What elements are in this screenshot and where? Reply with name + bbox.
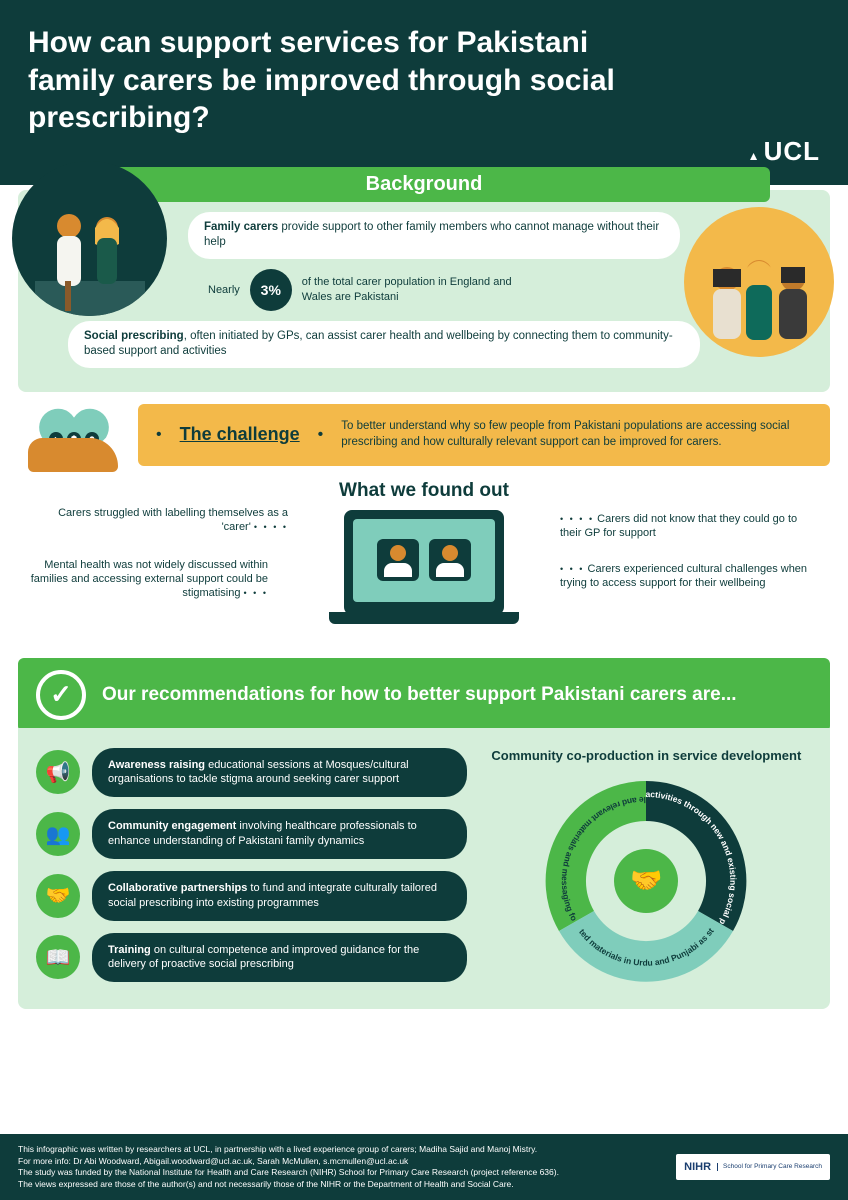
header: How can support services for Pakistani f… [0,0,848,185]
rec-pill: Training on cultural competence and impr… [92,933,467,983]
stat-circle: 3% [250,269,292,311]
finding-3: • • • • Carers did not know that they co… [560,512,800,541]
stat-row: Nearly 3% of the total carer population … [208,269,680,311]
pill1-bold: Family carers [204,221,278,233]
ucl-logo-text: UCL [764,136,820,167]
hand-heart-icon: ◐ ☗ ☻ [18,404,138,466]
dot-icon: • [156,426,162,444]
recommendations-header-text: Our recommendations for how to better su… [102,683,737,707]
page-title: How can support services for Pakistani f… [28,24,668,137]
ucl-dome-icon: ▲ [748,149,760,163]
findings-title: What we found out [28,480,820,502]
background-section: Background [18,167,830,392]
nihr-logo-text: NIHR [684,1160,711,1175]
rec-pill: Community engagement involving healthcar… [92,809,467,859]
family-illustration-right [684,207,834,357]
rec-item: 📖 Training on cultural competence and im… [36,933,467,983]
coproduction-panel: Community co-production in service devel… [481,748,812,991]
challenge-text: To better understand why so few people f… [341,419,812,450]
rec-item: 🤝 Collaborative partnerships to fund and… [36,871,467,921]
background-banner: Background [78,167,770,202]
finding-2: Mental health was not widely discussed w… [18,558,268,601]
people-icon: 👥 [36,812,80,856]
ucl-logo: ▲ UCL [748,136,820,167]
rec-item: 👥 Community engagement involving healthc… [36,809,467,859]
footer-text: This infographic was written by research… [18,1144,662,1190]
finding-1: Carers struggled with labelling themselv… [58,506,288,535]
book-icon: 📖 [36,935,80,979]
rec-pill: Collaborative partnerships to fund and i… [92,871,467,921]
challenge-section: ◐ ☗ ☻ • The challenge • To better unders… [18,404,830,466]
findings-section: What we found out Carers struggled with … [18,480,830,650]
nihr-sub-text: School for Primary Care Research [717,1163,822,1170]
background-pill-3: Social prescribing, often initiated by G… [68,321,700,368]
donut-chart: Culturally relatable and relevant materi… [536,771,756,991]
handshake-icon: 🤝 [36,874,80,918]
footer-line3: The study was funded by the National Ins… [18,1167,662,1178]
recommendations-list: 📢 Awareness raising educational sessions… [36,748,467,991]
nihr-badge: NIHR School for Primary Care Research [676,1154,830,1181]
recommendations-body: 📢 Awareness raising educational sessions… [18,728,830,1009]
carer-illustration-left [12,161,167,316]
stat-text: of the total carer population in England… [302,275,522,304]
background-pill-1: Family carers provide support to other f… [188,212,680,259]
rec-pill: Awareness raising educational sessions a… [92,748,467,798]
avatar-icon [429,539,471,581]
handshake-center-icon: 🤝 [614,849,678,913]
footer: This infographic was written by research… [0,1134,848,1200]
dot-icon: • [318,426,324,444]
coprod-title: Community co-production in service devel… [491,748,801,763]
challenge-label: The challenge [180,424,300,445]
footer-line2: For more info: Dr Abi Woodward, Abigail.… [18,1156,662,1167]
recommendations-header: ✓ Our recommendations for how to better … [18,658,830,732]
rec-item: 📢 Awareness raising educational sessions… [36,748,467,798]
finding-4: • • • Carers experienced cultural challe… [560,562,810,591]
challenge-box: • The challenge • To better understand w… [138,404,830,466]
laptop-icon [344,510,504,615]
avatar-icon [377,539,419,581]
footer-line1: This infographic was written by research… [18,1144,662,1155]
megaphone-icon: 📢 [36,750,80,794]
footer-line4: The views expressed are those of the aut… [18,1179,662,1190]
pill3-bold: Social prescribing [84,330,184,342]
check-icon: ✓ [36,670,86,720]
stat-nearly: Nearly [208,284,240,296]
